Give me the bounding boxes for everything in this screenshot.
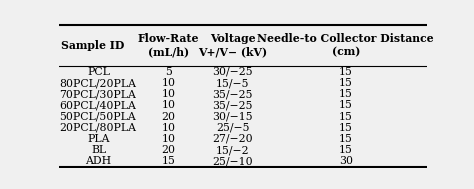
Text: 15/−5: 15/−5 xyxy=(216,78,249,88)
Text: Flow-Rate
(mL/h): Flow-Rate (mL/h) xyxy=(137,33,199,57)
Text: Voltage
V+/V− (kV): Voltage V+/V− (kV) xyxy=(198,33,267,57)
Text: 5: 5 xyxy=(165,67,172,77)
Text: 20: 20 xyxy=(161,145,175,155)
Text: BL: BL xyxy=(91,145,106,155)
Text: 15: 15 xyxy=(339,112,353,122)
Text: 10: 10 xyxy=(161,123,175,133)
Text: 15: 15 xyxy=(339,123,353,133)
Text: 50PCL/50PLA: 50PCL/50PLA xyxy=(59,112,136,122)
Text: Needle-to Collector Distance
(cm): Needle-to Collector Distance (cm) xyxy=(257,33,434,57)
Text: 20: 20 xyxy=(161,112,175,122)
Text: 20PCL/80PLA: 20PCL/80PLA xyxy=(59,123,136,133)
Text: 10: 10 xyxy=(161,100,175,110)
Text: PCL: PCL xyxy=(87,67,110,77)
Text: 35/−25: 35/−25 xyxy=(212,89,253,99)
Text: 10: 10 xyxy=(161,89,175,99)
Text: 15: 15 xyxy=(339,100,353,110)
Text: 30/−25: 30/−25 xyxy=(212,67,253,77)
Text: 15: 15 xyxy=(339,145,353,155)
Text: 15: 15 xyxy=(339,67,353,77)
Text: 80PCL/20PLA: 80PCL/20PLA xyxy=(59,78,136,88)
Text: 60PCL/40PLA: 60PCL/40PLA xyxy=(59,100,136,110)
Text: 30: 30 xyxy=(339,156,353,166)
Text: 10: 10 xyxy=(161,134,175,144)
Text: Sample ID: Sample ID xyxy=(61,40,125,51)
Text: 15: 15 xyxy=(339,89,353,99)
Text: ADH: ADH xyxy=(85,156,111,166)
Text: 70PCL/30PLA: 70PCL/30PLA xyxy=(59,89,136,99)
Text: 25/−10: 25/−10 xyxy=(212,156,253,166)
Text: 30/−15: 30/−15 xyxy=(212,112,253,122)
Text: 15: 15 xyxy=(162,156,175,166)
Text: 27/−20: 27/−20 xyxy=(212,134,253,144)
Text: 15/−2: 15/−2 xyxy=(216,145,249,155)
Text: PLA: PLA xyxy=(87,134,110,144)
Text: 10: 10 xyxy=(161,78,175,88)
Text: 15: 15 xyxy=(339,134,353,144)
Text: 25/−5: 25/−5 xyxy=(216,123,249,133)
Text: 35/−25: 35/−25 xyxy=(212,100,253,110)
Text: 15: 15 xyxy=(339,78,353,88)
